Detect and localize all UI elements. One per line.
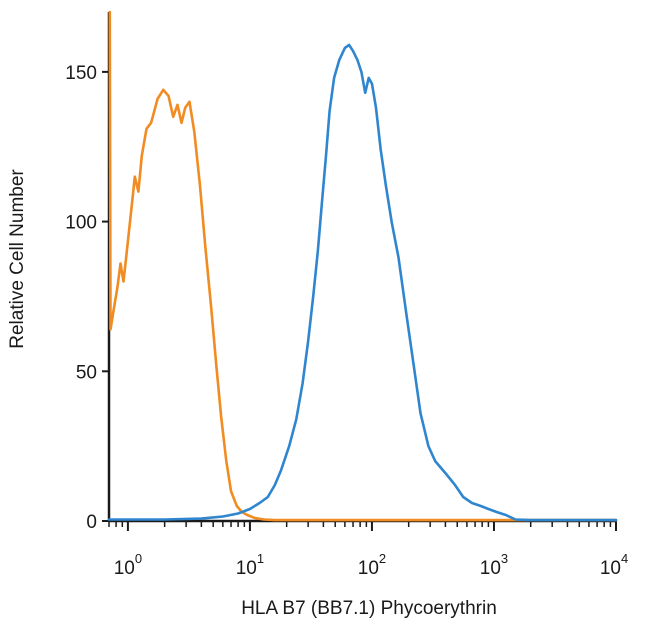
x-tick-exponent: 0 <box>135 551 142 566</box>
x-tick-label: 102 <box>358 551 386 579</box>
x-tick-exponent: 2 <box>379 551 386 566</box>
x-tick-base: 10 <box>600 558 621 579</box>
x-tick-exponent: 3 <box>501 551 508 566</box>
x-axis-title: HLA B7 (BB7.1) Phycoerythrin <box>241 598 497 619</box>
x-tick-label: 103 <box>480 551 508 579</box>
histogram-series-line-1 <box>108 10 618 522</box>
y-axis-title: Relative Cell Number <box>7 169 28 349</box>
axes <box>107 12 616 523</box>
y-ticks: 0 50 100 150 <box>65 63 109 533</box>
x-tick-label: 101 <box>236 551 264 579</box>
x-tick-label: 100 <box>114 551 142 579</box>
y-tick-label: 150 <box>65 63 97 84</box>
y-tick-label: 50 <box>76 362 97 383</box>
x-tick-exponent: 1 <box>257 551 264 566</box>
series-layer <box>107 10 618 522</box>
x-tick-base: 10 <box>480 558 501 579</box>
x-ticks: 100 101 102 103 104 <box>108 521 628 579</box>
y-tick-label: 0 <box>86 512 97 533</box>
x-tick-base: 10 <box>358 558 379 579</box>
x-tick-exponent: 4 <box>621 551 628 566</box>
x-tick-base: 10 <box>236 558 257 579</box>
histogram-series-line-2 <box>107 43 618 522</box>
x-tick-label: 104 <box>600 551 628 579</box>
y-tick-label: 100 <box>65 213 97 234</box>
x-tick-base: 10 <box>114 558 135 579</box>
